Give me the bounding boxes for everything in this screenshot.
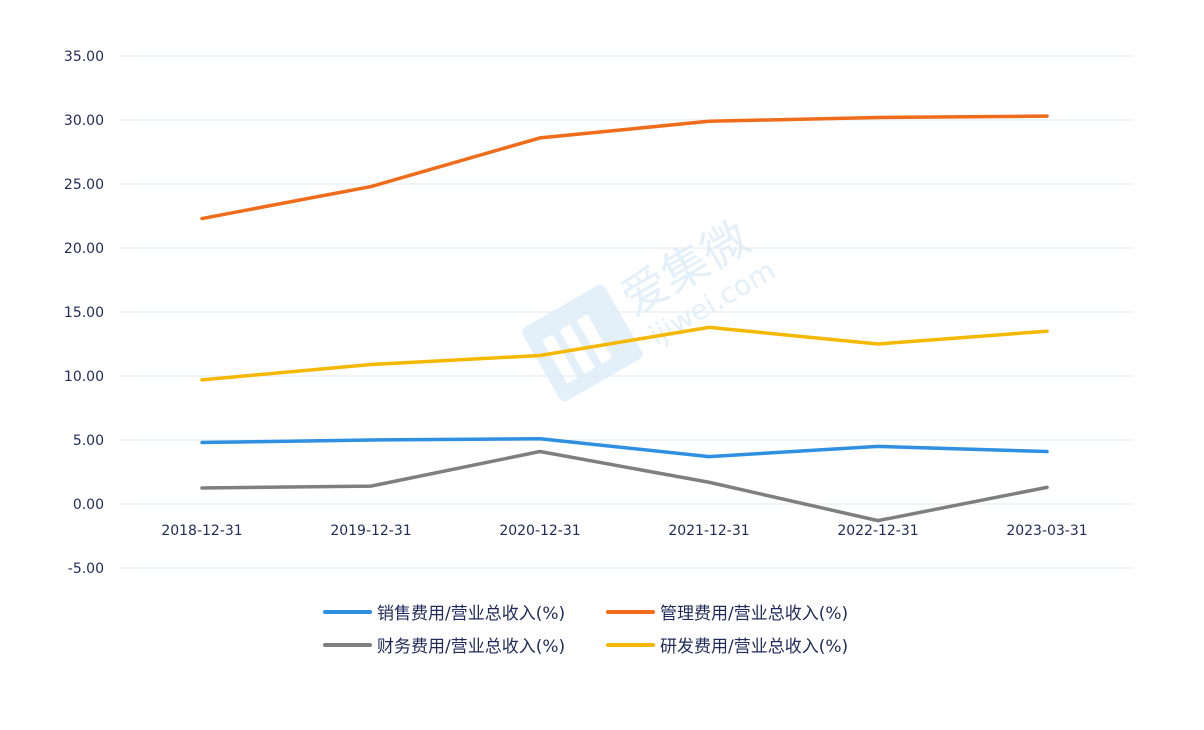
legend-label: 管理费用/营业总收入(%) (660, 604, 848, 624)
y-tick-label: 5.00 (73, 433, 104, 449)
series-line-0 (200, 436, 1049, 459)
watermark-logo: 爱集微 ijiwei.com (522, 210, 781, 402)
y-tick-label: 20.00 (64, 241, 104, 257)
x-tick-label: 2022-12-31 (837, 523, 918, 539)
y-tick-label: 0.00 (73, 497, 104, 513)
legend-label: 财务费用/营业总收入(%) (377, 637, 565, 657)
legend-label: 研发费用/营业总收入(%) (660, 637, 848, 657)
y-tick-label: 35.00 (64, 49, 104, 65)
x-tick-label: 2023-03-31 (1006, 523, 1087, 539)
y-tick-label: 10.00 (64, 369, 104, 385)
series-line-1 (200, 114, 1049, 221)
series-line-3 (200, 325, 1049, 382)
y-tick-label: 15.00 (64, 305, 104, 321)
x-tick-label: 2018-12-31 (161, 523, 242, 539)
x-tick-label: 2021-12-31 (668, 523, 749, 539)
series-line-2 (200, 449, 1049, 523)
x-tick-label: 2020-12-31 (499, 523, 580, 539)
legend-label: 销售费用/营业总收入(%) (377, 604, 565, 624)
y-tick-label: 25.00 (64, 177, 104, 193)
y-tick-label: 30.00 (64, 113, 104, 129)
x-tick-label: 2019-12-31 (330, 523, 411, 539)
y-tick-label: -5.00 (68, 561, 104, 577)
